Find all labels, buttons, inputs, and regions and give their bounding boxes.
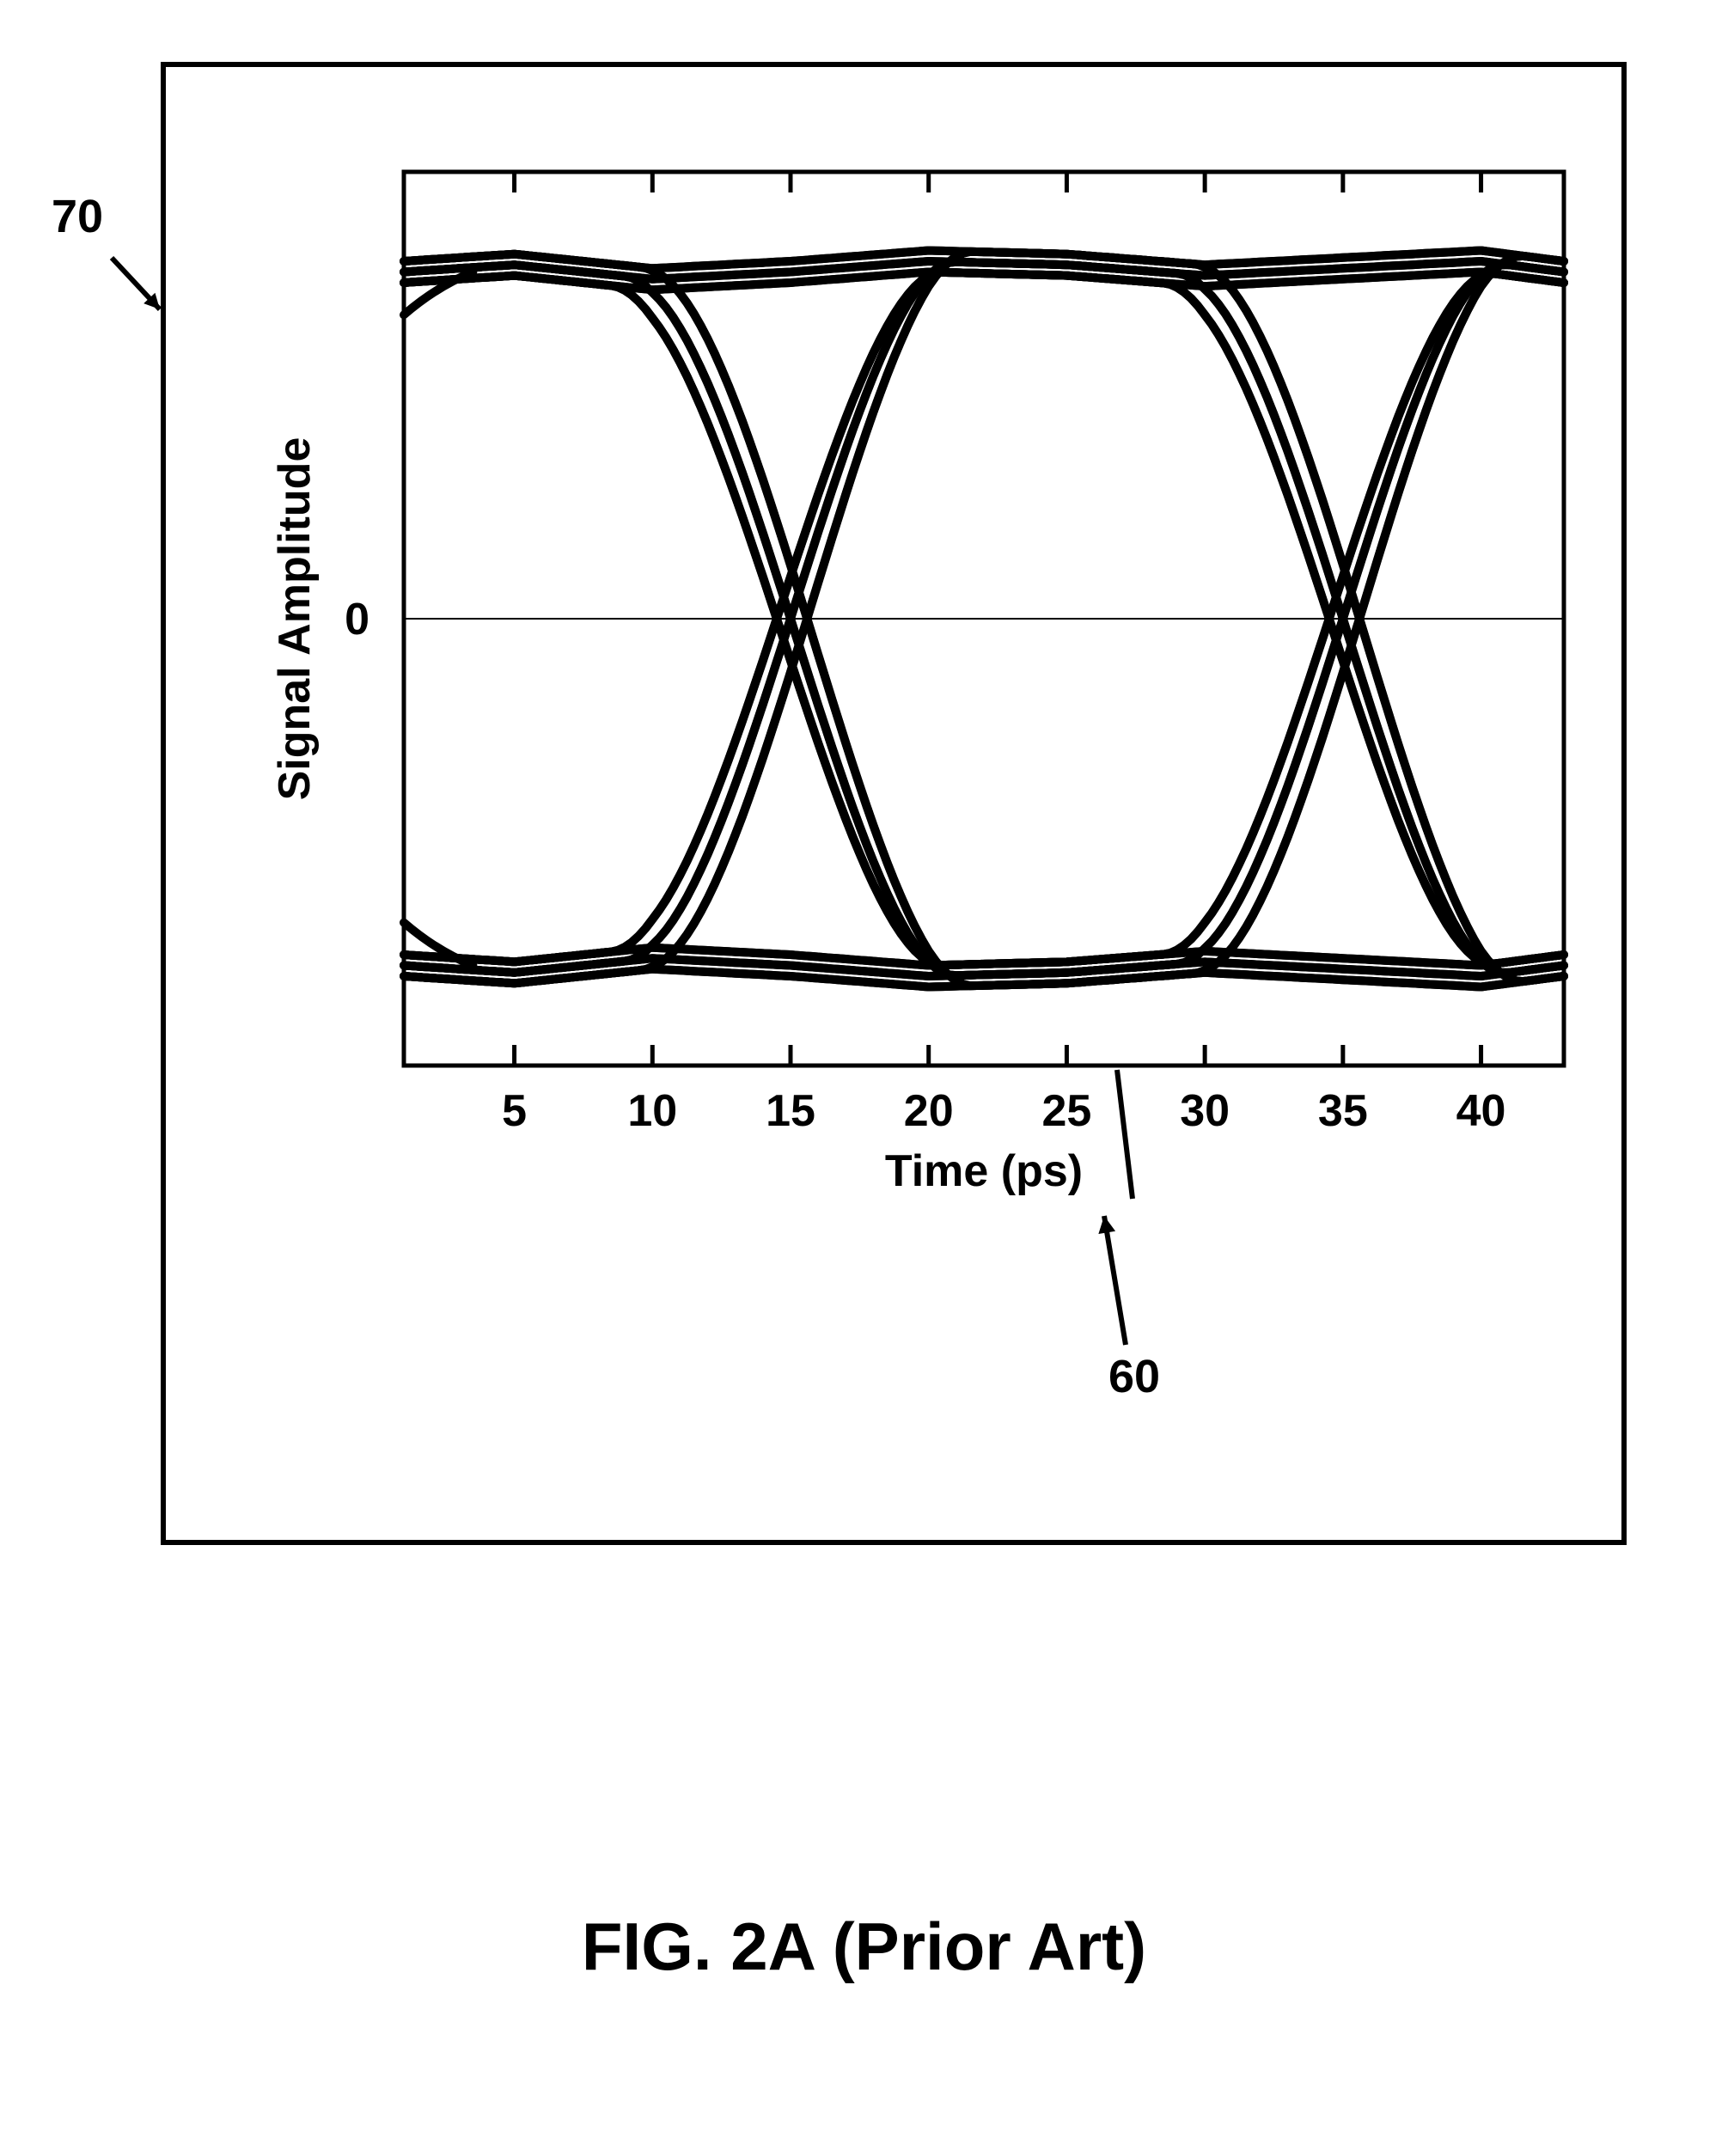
trace-fall-rise-1 xyxy=(404,254,1564,986)
trace-up-c1-0 xyxy=(404,261,1564,973)
trace-up-c1-2 xyxy=(404,272,1564,962)
x-tick-label: 25 xyxy=(1042,1086,1092,1136)
x-tick-label: 35 xyxy=(1318,1086,1368,1136)
trace-down-c1-2 xyxy=(404,276,1564,966)
trace-up-c1-1 xyxy=(404,251,1564,984)
x-tick-label: 5 xyxy=(502,1086,527,1136)
trace-up-c2-0 xyxy=(404,265,1564,976)
x-tick-label: 40 xyxy=(1456,1086,1506,1136)
trace-down-c2-1 xyxy=(404,251,1564,982)
x-axis-label: Time (ps) xyxy=(885,1146,1083,1196)
trace-fall-rise-0 xyxy=(404,265,1564,975)
trace-down-c2-2 xyxy=(404,272,1564,964)
y-zero-label: 0 xyxy=(345,595,369,644)
callout-60-label: 60 xyxy=(1108,1351,1160,1402)
callout-60: 60 xyxy=(1098,1070,1160,1402)
trace-down-c2-0 xyxy=(404,261,1564,973)
figure-caption: FIG. 2A (Prior Art) xyxy=(0,1908,1728,1986)
x-tick-label: 20 xyxy=(904,1086,954,1136)
trace-down-c1-1 xyxy=(404,254,1564,987)
trace-rise-fall-0 xyxy=(404,262,1564,973)
trace-up-c2-1 xyxy=(404,256,1564,987)
callout-70-arrow xyxy=(112,258,160,309)
x-tick-label: 15 xyxy=(766,1086,815,1136)
trace-up-c2-2 xyxy=(404,274,1564,966)
callout-70-label: 70 xyxy=(52,191,103,242)
x-tick-label: 10 xyxy=(627,1086,677,1136)
trace-down-c1-0 xyxy=(404,265,1564,976)
x-tick-label: 30 xyxy=(1180,1086,1230,1136)
trace-rise-fall-1 xyxy=(404,252,1564,983)
y-axis-label: Signal Amplitude xyxy=(270,437,320,801)
